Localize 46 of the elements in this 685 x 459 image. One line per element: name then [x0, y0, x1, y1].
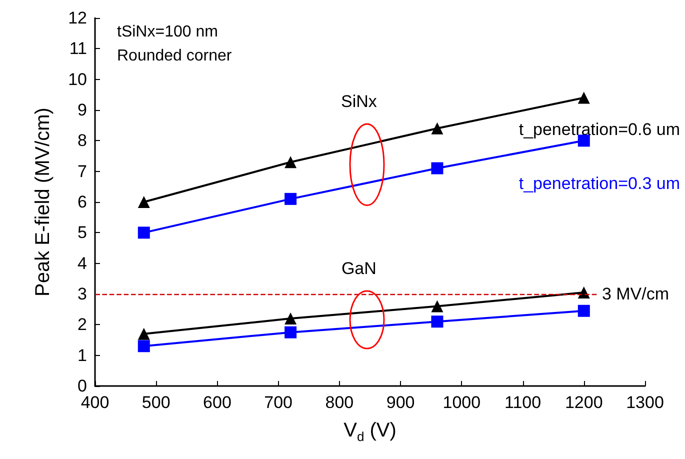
point	[284, 156, 297, 168]
point	[431, 300, 444, 312]
y-tick-label: 6	[78, 192, 87, 212]
y-tick-label: 10	[68, 70, 87, 89]
y-tick-label: 8	[78, 131, 87, 150]
y-tick-label: 2	[78, 315, 87, 334]
x-tick-label: 400	[80, 393, 110, 412]
y-tick-label: 3	[78, 284, 87, 304]
series-label: t_penetration=0.6 um	[518, 120, 680, 140]
point	[431, 162, 444, 174]
point	[284, 326, 297, 338]
y-tick-label: 5	[78, 223, 87, 242]
x-tick-label: 1300	[626, 393, 664, 412]
x-tick-label: 1100	[504, 393, 542, 412]
point	[138, 196, 150, 208]
point	[578, 92, 590, 104]
annotation: tSiNx=100 nm	[117, 24, 218, 40]
y-tick-label: 4	[78, 254, 87, 273]
point	[138, 340, 150, 352]
annotation: GaN	[341, 258, 376, 278]
x-tick-label: 700	[264, 393, 293, 412]
series-label: t_penetration=0.3 um	[518, 174, 680, 194]
y-tick-label: 0	[78, 376, 87, 396]
point	[284, 312, 297, 325]
point	[138, 226, 150, 239]
x-tick-label: 900	[386, 393, 415, 412]
x-tick-label: 800	[325, 393, 354, 412]
y-tick-label: 7	[78, 162, 87, 181]
point	[578, 286, 590, 298]
point	[431, 316, 444, 328]
y-tick-label: 12	[68, 8, 87, 28]
x-tick-label: 1000	[442, 393, 481, 412]
annotation: SiNx	[340, 92, 378, 111]
ref-line-label: 3 MV/cm	[602, 284, 669, 304]
y-tick-label: 9	[78, 100, 87, 120]
point	[284, 192, 297, 205]
x-tick-label: 500	[142, 393, 170, 412]
y-tick-label: 1	[78, 346, 87, 365]
y-tick-label: 11	[69, 39, 87, 58]
point	[431, 122, 444, 134]
annotation: Rounded corner	[117, 48, 232, 64]
y-axis-title: Peak E-field (MV/cm)	[32, 108, 54, 296]
point	[138, 328, 150, 340]
point	[578, 304, 590, 317]
x-tick-label: 1200	[564, 393, 603, 412]
x-tick-label: 600	[203, 393, 232, 412]
